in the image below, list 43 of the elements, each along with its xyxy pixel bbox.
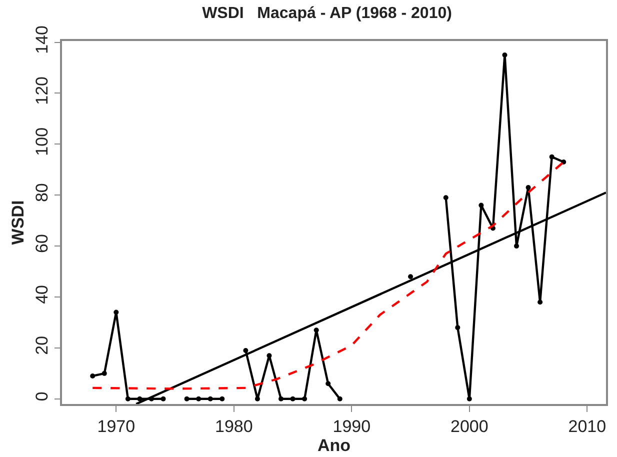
x-tick-label: 1990 [332,417,371,436]
chart-title: WSDI Macapá - AP (1968 - 2010) [202,5,452,22]
point [102,370,107,376]
point [90,373,96,378]
x-tick-label: 2000 [450,417,488,436]
x-axis-title: Ano [317,436,351,456]
point [243,348,248,354]
line-series [92,160,565,390]
point [184,396,190,402]
point [290,396,296,402]
point [526,184,531,190]
point [466,396,472,402]
point [125,396,130,402]
point [220,396,225,402]
point [160,396,166,402]
y-tick-label: 0 [32,392,52,402]
point [549,154,554,160]
point [208,396,213,402]
y-tick-label: 140 [32,26,52,54]
x-tick-label: 1970 [97,417,136,436]
y-tick-label: 100 [32,127,52,156]
point [314,328,319,333]
y-tick-label: 120 [32,76,52,105]
point [455,325,460,330]
point [302,396,308,402]
y-tick-label: 60 [32,234,52,253]
point [326,381,331,386]
point [478,202,484,208]
point [538,300,543,305]
point [254,396,260,402]
x-tick-label: 2010 [568,417,606,436]
y-axis-title: WSDI [8,200,28,245]
x-tick-label: 1980 [214,417,253,436]
y-tick-label: 40 [32,285,52,304]
y-tick-label: 80 [32,183,52,202]
point [114,310,119,315]
point [278,396,284,402]
point [337,396,342,402]
point [196,396,202,402]
y-tick-label: 20 [32,336,52,355]
point [514,244,520,249]
point [443,195,448,200]
point [137,396,142,402]
